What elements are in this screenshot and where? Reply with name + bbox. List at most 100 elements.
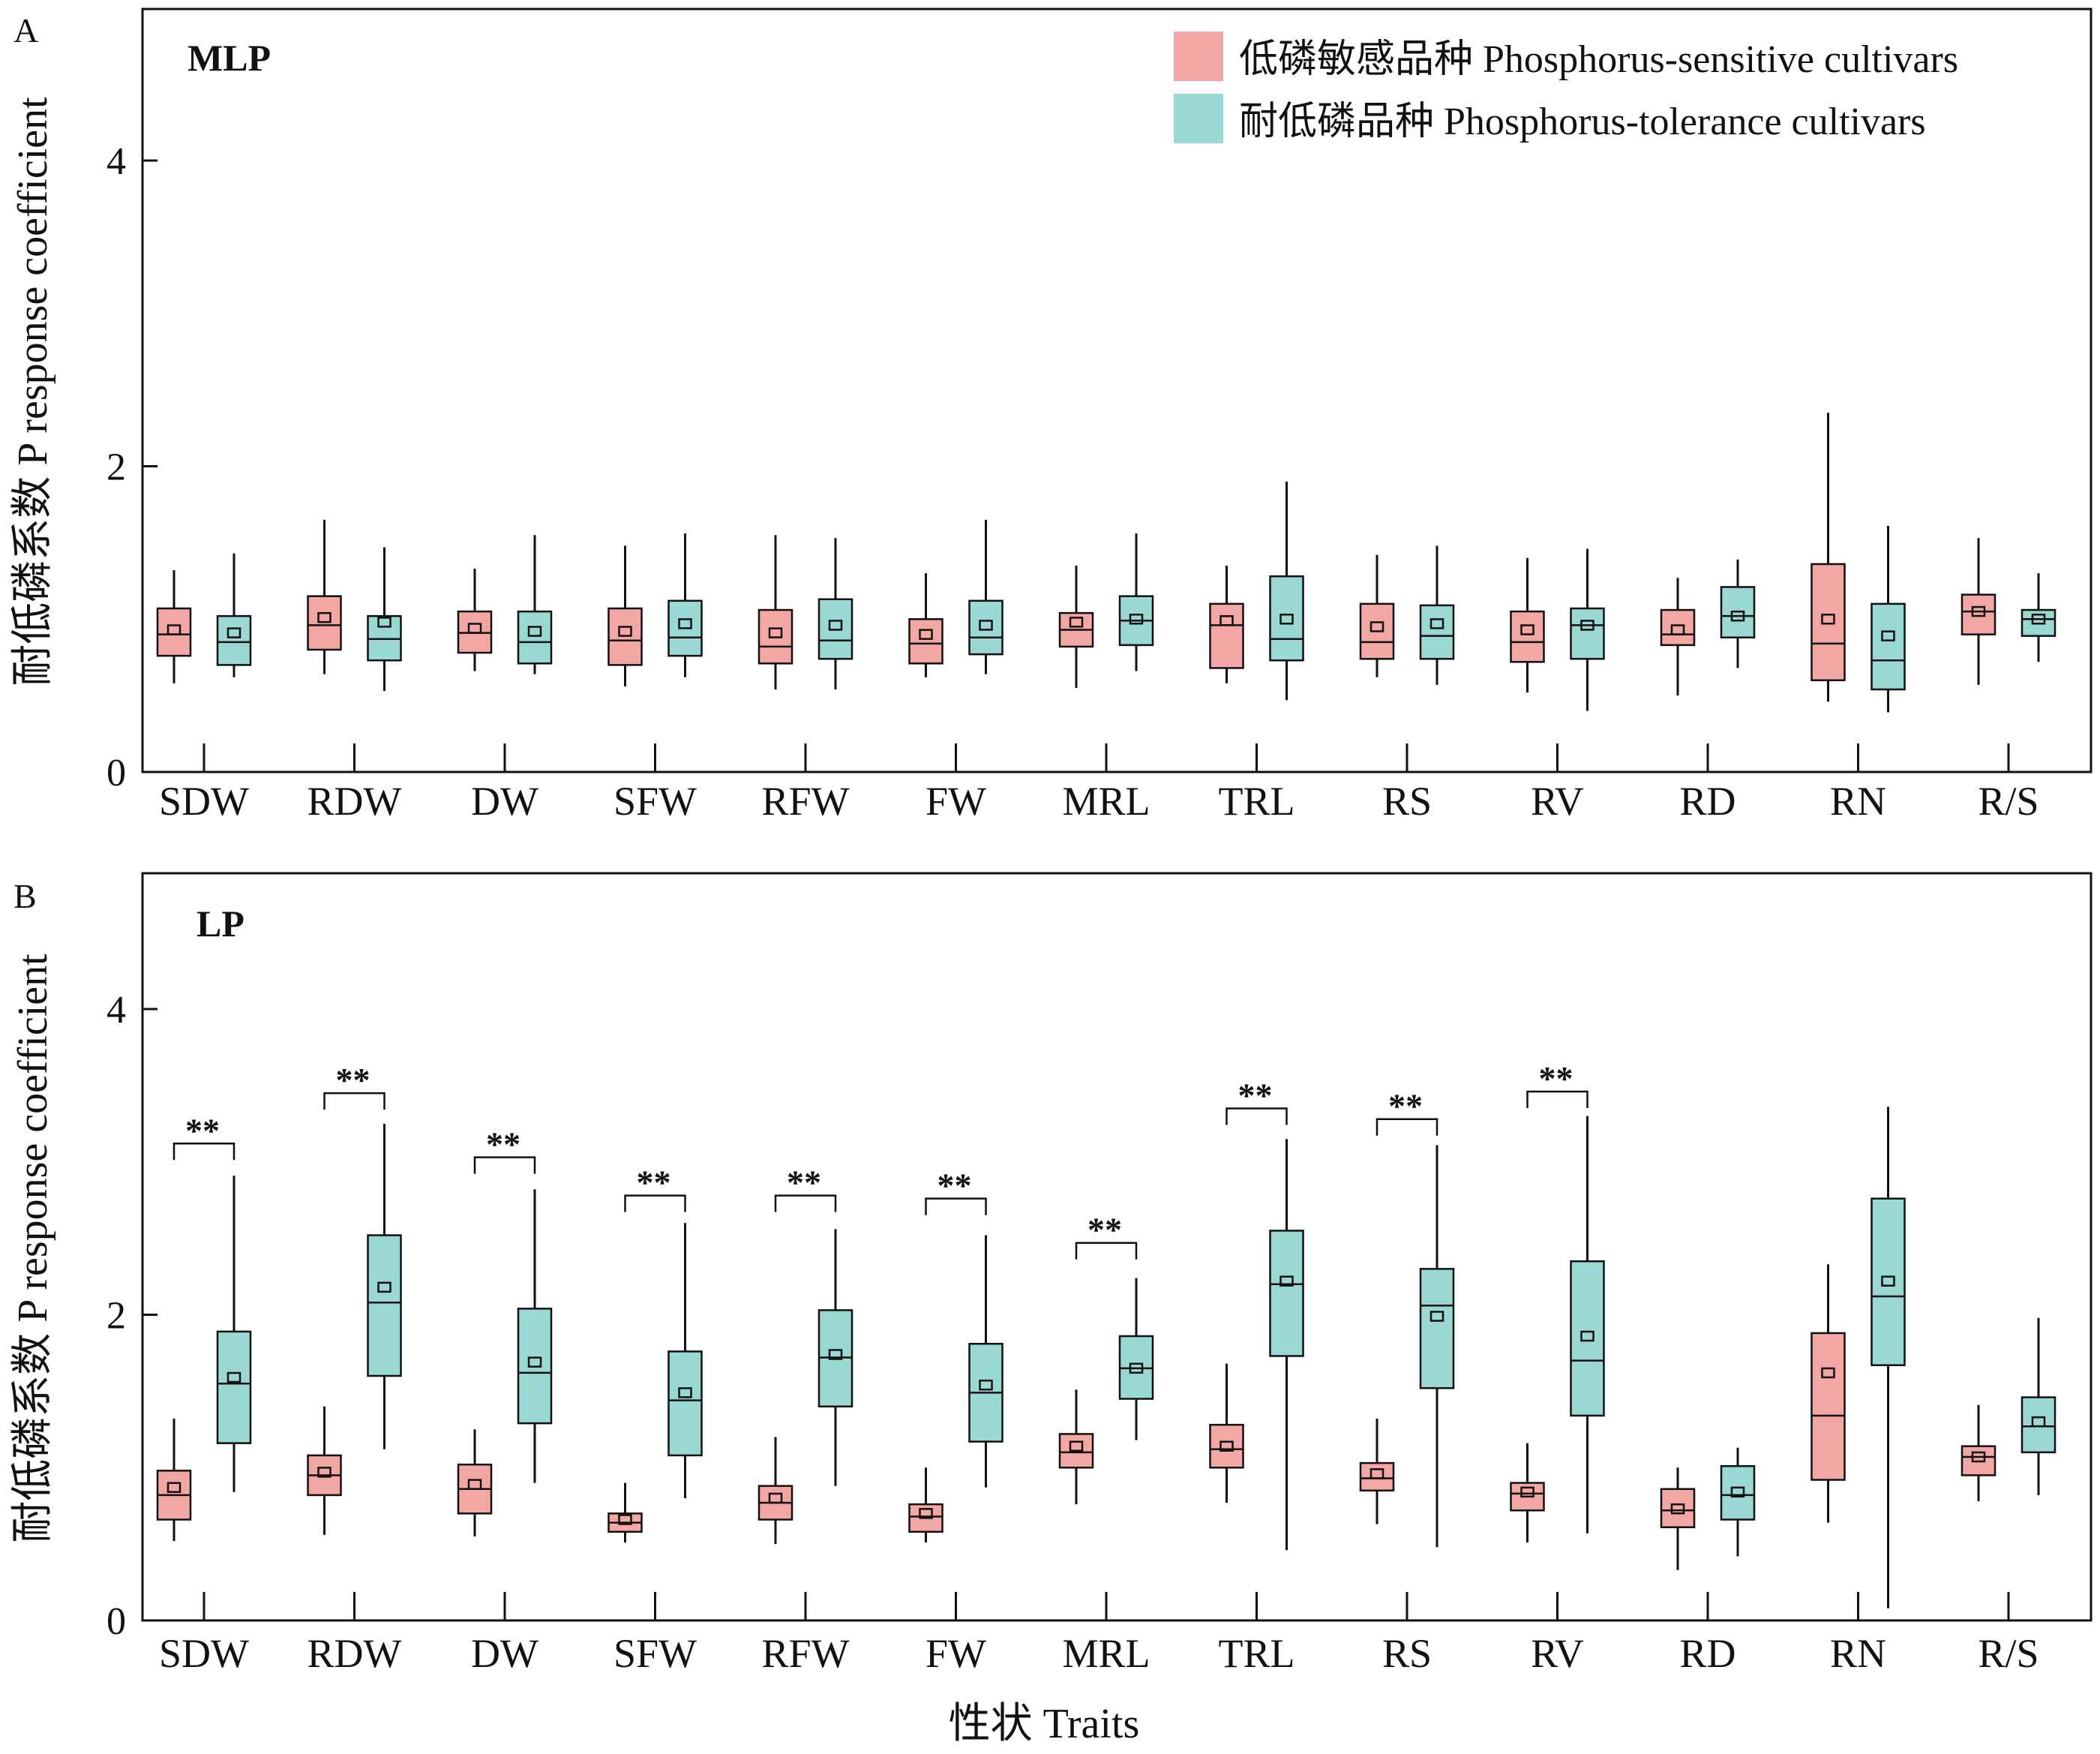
panel-a-box-sensitive-mean-marker: [1971, 605, 1986, 617]
panel-b-box-tolerant: [1720, 1447, 1756, 1557]
panel-a-x-tick-label: RD: [1679, 779, 1736, 824]
panel-b-box-sensitive: [608, 1482, 643, 1543]
panel-b-box-sensitive-mean-marker: [919, 1508, 933, 1519]
legend-label-sensitive: 低磷敏感品种 Phosphorus-sensitive cultivars: [1239, 38, 1958, 81]
panel-b-box-sensitive-mean-marker: [1971, 1451, 1986, 1463]
panel-b-box-tolerant-iqr: [1419, 1268, 1455, 1389]
panel-b-significance-line: [172, 1143, 236, 1161]
panel-a-box-tolerant-iqr: [1269, 575, 1304, 662]
panel-a-content: 0 2 4 SDW RDW DW SFW RFW FW MRL TRL RS RV RD RN R/S: [106, 140, 2056, 824]
panel-a-plot-frame: [141, 8, 2092, 773]
panel-a-letter: A: [14, 11, 38, 50]
panel-a-box-sensitive-mean-marker: [1220, 615, 1234, 626]
panel-a-x-tick-label: RN: [1830, 779, 1886, 824]
panel-a-box-tolerant-mean-marker: [1730, 610, 1745, 622]
panel-b-x-tick-label: SFW: [614, 1631, 697, 1676]
panel-b-significance-label: **: [185, 1111, 220, 1149]
panel-b-x-tick-label: RV: [1531, 1631, 1584, 1676]
panel-a-box-tolerant-mean-marker: [2031, 614, 2046, 625]
panel-a-title: MLP: [188, 37, 271, 79]
panel-b-box-tolerant: [1570, 1116, 1605, 1533]
panel-a-x-tick-label: DW: [471, 779, 538, 824]
panel-b-box-sensitive-mean-marker: [1821, 1367, 1835, 1379]
panel-a-x-tick-label: R/S: [1978, 779, 2038, 824]
panel-b-significance-bracket: **: [1376, 1087, 1438, 1136]
panel-a-box-sensitive-iqr: [1510, 610, 1545, 663]
panel-b-box-tolerant: [517, 1189, 553, 1483]
panel-b-box-sensitive: [1058, 1389, 1094, 1505]
panel-b-plot-frame: [141, 872, 2092, 1622]
panel-b-box-tolerant-mean-marker: [1280, 1275, 1294, 1287]
panel-b-box-sensitive: [1960, 1404, 1996, 1502]
panel-a-y-tick-label: 0: [106, 752, 126, 794]
panel-b-box-sensitive: [758, 1437, 794, 1545]
panel-b-box-sensitive-iqr: [1209, 1423, 1244, 1469]
panel-b-significance-line: [1075, 1242, 1138, 1260]
panel-b-box-sensitive-mean-marker: [1220, 1440, 1234, 1452]
panel-b-x-tick-label: SDW: [159, 1631, 249, 1676]
panel-b-y-tick-label: 4: [106, 989, 126, 1032]
panel-b-box-sensitive-mean-marker: [317, 1467, 332, 1478]
panel-b-box-sensitive-mean-marker: [1069, 1440, 1084, 1452]
panel-b-box-tolerant: [1870, 1107, 1906, 1608]
panel-a-box-tolerant-mean-marker: [1881, 630, 1895, 641]
panel-a-box-sensitive-mean-marker: [1821, 614, 1835, 625]
panel-a-box-sensitive: [1510, 557, 1545, 693]
panel-b-box-tolerant: [216, 1176, 252, 1492]
panel-b-significance-bracket: **: [473, 1125, 536, 1174]
panel-a-x-tick-label: SDW: [159, 779, 249, 824]
panel-a-x-tick-label: RV: [1531, 779, 1584, 824]
panel-b: B LP 耐低磷系数 P response coefficient 0 2 4 SDW…: [10, 872, 2092, 1676]
panel-b-box-tolerant-iqr: [1269, 1230, 1304, 1357]
panel-b-significance-line: [624, 1194, 686, 1212]
panel-b-box-tolerant-iqr: [1720, 1464, 1756, 1521]
panel-a-box-sensitive: [1209, 565, 1244, 683]
panel-b-box-sensitive: [908, 1467, 944, 1543]
panel-b-box-sensitive-mean-marker: [467, 1479, 482, 1490]
panel-a-x-tick-label: SFW: [614, 779, 697, 824]
panel-b-box-tolerant-mean-marker: [226, 1371, 242, 1383]
panel-b-box-sensitive-iqr: [1810, 1332, 1846, 1481]
panel-a-box-tolerant-iqr: [1870, 602, 1906, 691]
panel-b-box-sensitive-mean-marker: [618, 1514, 632, 1525]
panel-b-significance-line: [473, 1156, 536, 1174]
panel-b-letter: B: [14, 877, 37, 915]
panel-b-box-sensitive: [1209, 1363, 1244, 1503]
panel-b-box-tolerant: [1269, 1139, 1304, 1551]
panel-b-significance-line: [774, 1194, 837, 1212]
panel-a-box-sensitive-mean-marker: [166, 624, 182, 635]
panel-b-x-tick-label: RFW: [761, 1631, 849, 1676]
panel-b-significance-bracket: **: [172, 1111, 236, 1161]
panel-a-box-sensitive-mean-marker: [467, 623, 482, 634]
panel-b-box-tolerant-iqr: [216, 1330, 252, 1444]
panel-b-box-tolerant-mean-marker: [1430, 1311, 1444, 1322]
panel-b-significance-label: **: [787, 1164, 821, 1202]
panel-a-box-tolerant: [517, 535, 553, 674]
panel-b-x-tick-label: TRL: [1219, 1631, 1295, 1676]
panel-a-box-tolerant: [2020, 573, 2056, 662]
panel-a-box-sensitive: [307, 519, 342, 674]
panel-a-box-tolerant-iqr: [216, 614, 252, 666]
panel-a-box-tolerant: [1870, 525, 1906, 713]
panel-b-significance-bracket: **: [925, 1167, 987, 1215]
panel-b-box-sensitive-mean-marker: [1370, 1468, 1384, 1479]
panel-b-box-sensitive: [1810, 1264, 1846, 1523]
panel-a-box-tolerant: [367, 547, 402, 692]
panel-a-box-sensitive-mean-marker: [618, 626, 632, 637]
panel-b-box-tolerant-mean-marker: [1580, 1330, 1594, 1342]
panel-a-box-sensitive: [1660, 578, 1696, 696]
panel-a-box-tolerant-mean-marker: [1129, 614, 1144, 625]
panel-a-y-axis-label: 耐低磷系数 P response coefficient: [10, 97, 56, 686]
panel-b-x-tick-label: FW: [926, 1631, 986, 1676]
panel-a-box-tolerant-mean-marker: [1580, 620, 1594, 631]
panel-b-significance-label: **: [938, 1167, 972, 1205]
panel-b-box-sensitive: [156, 1419, 192, 1542]
x-axis-label: 性状 Traits: [949, 1701, 1140, 1747]
panel-a-x-tick-label: RFW: [761, 779, 849, 824]
panel-a-x-tick-label: RS: [1382, 779, 1432, 824]
panel-a-box-sensitive-mean-marker: [919, 629, 933, 640]
panel-b-box-tolerant-mean-marker: [678, 1387, 692, 1398]
panel-b-x-tick-label: RN: [1830, 1631, 1886, 1676]
panel-b-box-sensitive-mean-marker: [1670, 1503, 1685, 1515]
